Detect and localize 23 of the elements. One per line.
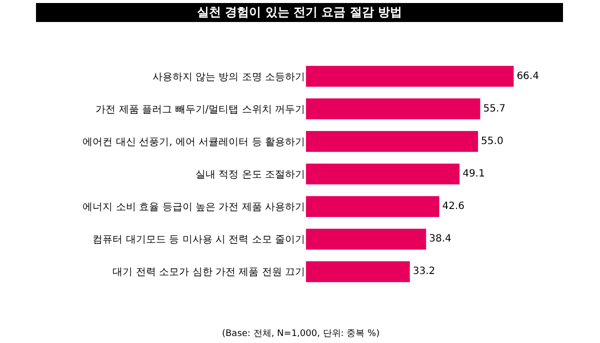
data-label: 49.1: [462, 168, 485, 180]
bar: [306, 98, 480, 120]
data-label: 55.7: [483, 103, 506, 114]
bar: [306, 228, 426, 250]
y-tick-label: 사용하지 않는 방의 조명 소등하기: [152, 72, 305, 83]
y-tick-label: 대기 전력 소모가 심한 가전 제품 전원 끄기: [112, 267, 305, 278]
y-tick-label: 컴퓨터 대기모드 등 미사용 시 전력 소모 줄이기: [92, 234, 305, 246]
y-tick-label: 가전 제품 플러그 빼두기/멀티탭 스위치 꺼두기: [96, 104, 305, 116]
data-label: 55.0: [481, 136, 504, 147]
bar: [306, 131, 478, 152]
bar: [306, 261, 410, 282]
bar: [306, 196, 440, 217]
y-tick-label: 에어컨 대신 선풍기, 에어 서큘레이터 등 활용하기: [82, 136, 305, 148]
bar: [306, 164, 460, 184]
bar: [306, 66, 514, 87]
chart-title: 실천 경험이 있는 전기 요금 절감 방법: [36, 3, 563, 22]
text: (Base: 전체, N=1,000, 단위: 중복 %): [222, 329, 380, 339]
y-tick-label: 실내 적정 온도 조절하기: [195, 170, 305, 180]
y-tick-label: 에너지 소비 효율 등급이 높은 가전 제품 사용하기: [82, 202, 305, 214]
data-label: 42.6: [442, 201, 465, 212]
data-label: 38.4: [429, 234, 452, 245]
data-label: 33.2: [412, 266, 436, 278]
data-label: 66.4: [516, 70, 539, 82]
